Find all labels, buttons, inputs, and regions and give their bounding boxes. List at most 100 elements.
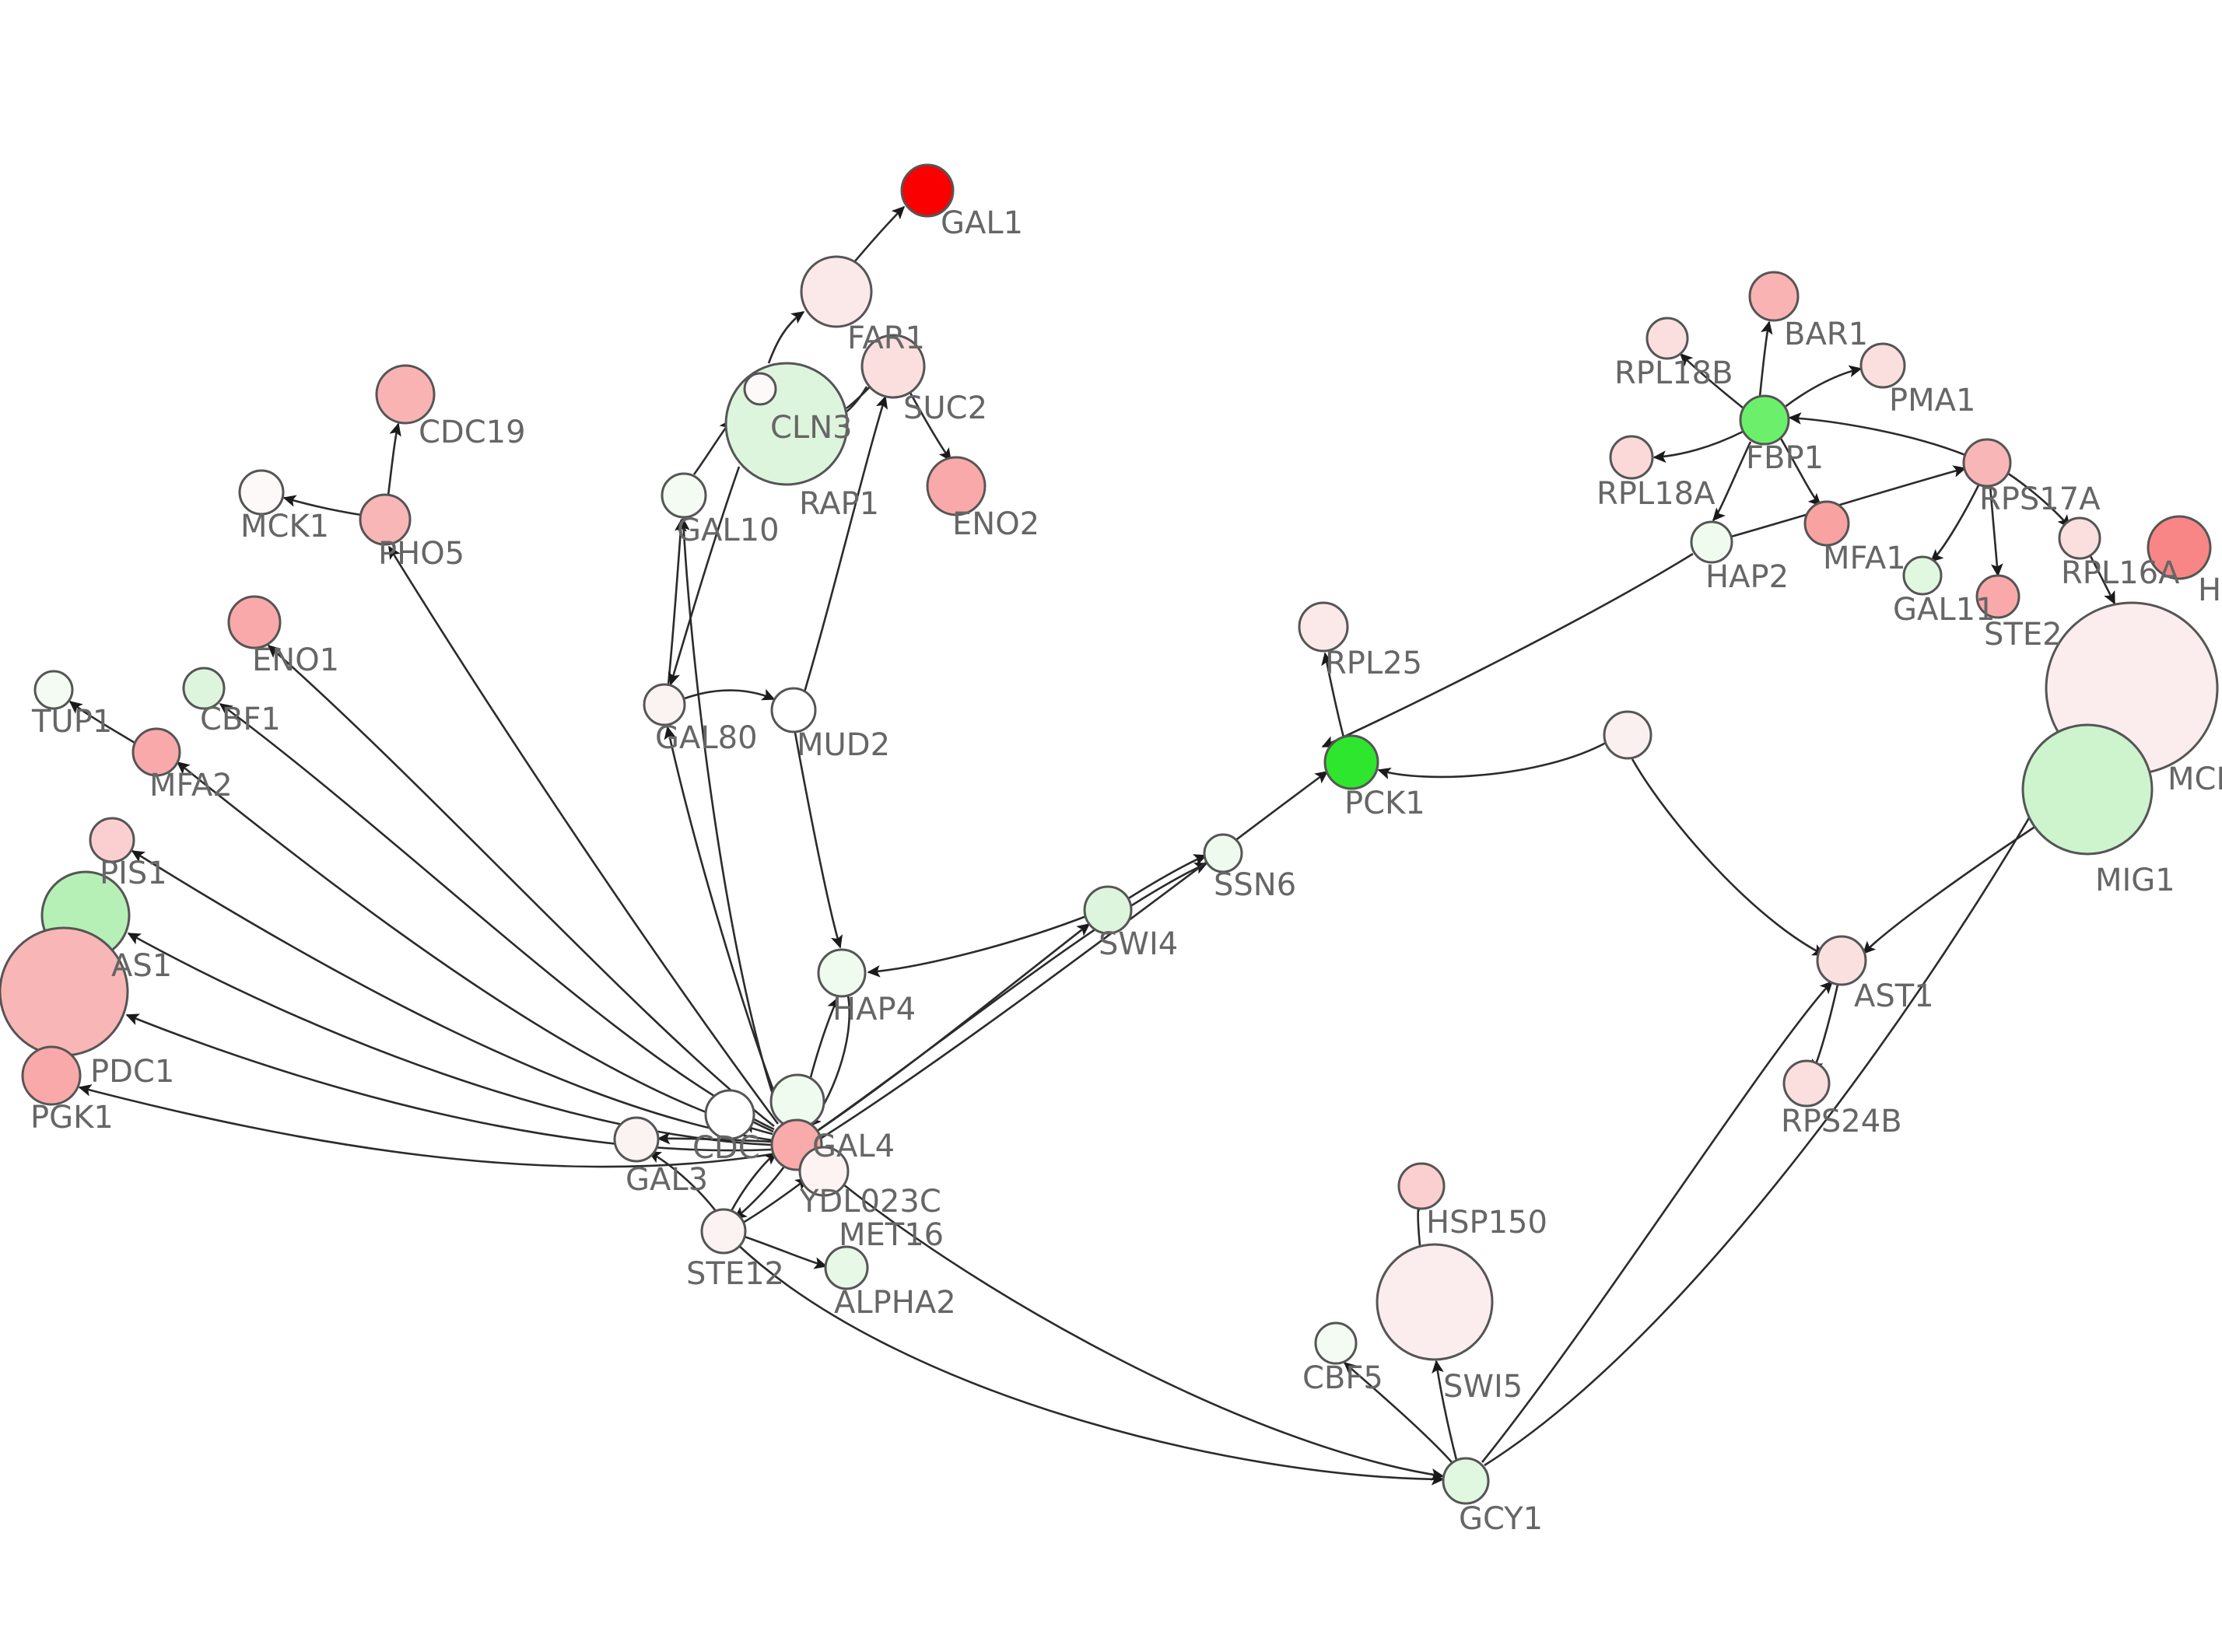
node-label-gal80: GAL80 bbox=[655, 720, 758, 756]
edge-swi4-to-ssn6 bbox=[1127, 854, 1207, 901]
node-label-rps17a: RPS17A bbox=[1979, 481, 2101, 517]
node-pho5[interactable] bbox=[359, 493, 412, 546]
node-bar1[interactable] bbox=[1748, 271, 1800, 322]
node-label-rpl18b: RPL18B bbox=[1614, 355, 1733, 391]
node-gal3[interactable] bbox=[613, 1116, 660, 1163]
node-label-mfa1: MFA1 bbox=[1823, 541, 1906, 576]
node-pdc1[interactable] bbox=[0, 926, 129, 1057]
node-gal80[interactable] bbox=[643, 683, 686, 726]
edge-swi4-to-hap4 bbox=[867, 915, 1087, 978]
edge-pck1-to-rpl25 bbox=[1321, 652, 1345, 738]
node-rpl16a[interactable] bbox=[2058, 516, 2101, 560]
edge-gal4-to-pck1 bbox=[821, 770, 1329, 1139]
node-rps24b[interactable] bbox=[1782, 1059, 1831, 1108]
edge-fbp1-to-rpl18b bbox=[1679, 352, 1744, 410]
node-his4[interactable] bbox=[2147, 515, 2212, 580]
edge-gal4-to-gcy1 bbox=[815, 1160, 1445, 1481]
edge-anon1-to-ast1 bbox=[1631, 758, 1826, 957]
node-label-mud2: MUD2 bbox=[797, 727, 890, 763]
node-tup1[interactable] bbox=[33, 670, 74, 710]
node-label-pdc1: PDC1 bbox=[90, 1054, 174, 1090]
node-alpha2[interactable] bbox=[824, 1245, 869, 1290]
edge-ste12-to-gal3 bbox=[647, 1150, 717, 1212]
node-label-cdcx: CDC bbox=[692, 1130, 760, 1166]
node-label-rpl16a: RPL16A bbox=[2061, 555, 2180, 591]
node-hap2[interactable] bbox=[1690, 520, 1733, 564]
node-pma1[interactable] bbox=[1859, 342, 1906, 389]
nodes-layer bbox=[0, 163, 2219, 1505]
node-rps17a[interactable] bbox=[1962, 438, 2012, 488]
node-mud2[interactable] bbox=[770, 687, 817, 733]
node-cdcx[interactable] bbox=[704, 1089, 755, 1140]
node-cbf5[interactable] bbox=[1314, 1321, 1358, 1365]
node-hsp150[interactable] bbox=[1397, 1162, 1446, 1210]
node-cln3_in[interactable] bbox=[743, 372, 777, 406]
edge-gal4-to-ssn6 bbox=[818, 862, 1208, 1131]
edge-fbp1-to-rpl18a bbox=[1652, 430, 1744, 463]
node-eno2[interactable] bbox=[926, 456, 987, 516]
node-anon1[interactable] bbox=[1603, 710, 1652, 760]
edge-ste12-to-alpha2 bbox=[744, 1235, 828, 1269]
node-fbp1[interactable] bbox=[1739, 394, 1790, 446]
node-pis1[interactable] bbox=[89, 817, 135, 863]
node-label-ast1: AST1 bbox=[1854, 978, 1934, 1014]
node-ydl023c[interactable] bbox=[798, 1146, 850, 1197]
node-cdc19[interactable] bbox=[375, 364, 436, 425]
node-rpl18a[interactable] bbox=[1609, 435, 1654, 480]
edge-gcy1-to-cbf5 bbox=[1343, 1362, 1453, 1463]
node-mfa1[interactable] bbox=[1803, 500, 1850, 547]
edge-rap1-to-hap4 bbox=[794, 732, 843, 949]
node-ast1[interactable] bbox=[1816, 935, 1867, 986]
edge-ste12-to-ydl023c bbox=[742, 1177, 809, 1224]
edge-gal4-to-pis1 bbox=[131, 849, 773, 1142]
node-cbf1[interactable] bbox=[182, 667, 226, 710]
node-gal10[interactable] bbox=[661, 472, 707, 519]
node-ste12[interactable] bbox=[700, 1208, 747, 1255]
node-label-gal10: GAL10 bbox=[677, 513, 780, 548]
node-label-cbf5: CBF5 bbox=[1302, 1360, 1383, 1396]
node-label-mcm1: MCM1 bbox=[2168, 761, 2222, 797]
node-swi5[interactable] bbox=[1376, 1243, 1494, 1361]
node-pck1[interactable] bbox=[1323, 734, 1379, 790]
edge-rps17a-to-fbp1 bbox=[1788, 412, 1966, 457]
edge-rap1-to-suc2 bbox=[798, 395, 888, 709]
node-mck1[interactable] bbox=[238, 469, 285, 516]
node-label-bar1: BAR1 bbox=[1784, 317, 1868, 352]
node-mfa2[interactable] bbox=[131, 727, 181, 777]
node-label-pho5: PHO5 bbox=[378, 536, 464, 572]
node-label-mfa2: MFA2 bbox=[149, 768, 233, 803]
node-label-fbp1: FBP1 bbox=[1746, 440, 1824, 476]
node-label-pck1: PCK1 bbox=[1344, 786, 1425, 821]
node-ssn6[interactable] bbox=[1203, 833, 1243, 873]
edge-fbp1-to-mfa1 bbox=[1779, 436, 1822, 507]
node-label-suc2: SUC2 bbox=[903, 390, 987, 426]
edge-rps17a-to-gal11 bbox=[1929, 485, 1980, 563]
node-label-ssn6: SSN6 bbox=[1214, 867, 1296, 903]
node-gal1[interactable] bbox=[900, 163, 955, 218]
node-ste2[interactable] bbox=[1975, 574, 2020, 619]
edge-anon1-to-pck1 bbox=[1377, 741, 1607, 780]
node-far1[interactable] bbox=[800, 255, 873, 328]
node-rpl18b[interactable] bbox=[1645, 317, 1689, 360]
node-pgk1[interactable] bbox=[21, 1045, 82, 1106]
edge-ast1-to-rps24b bbox=[1811, 984, 1839, 1073]
edge-fbp1-to-bar1 bbox=[1758, 320, 1773, 397]
node-rpl25[interactable] bbox=[1298, 601, 1349, 653]
node-label-gal1: GAL1 bbox=[941, 205, 1023, 241]
node-swi4[interactable] bbox=[1083, 885, 1133, 935]
node-eno1[interactable] bbox=[227, 595, 282, 649]
node-label-pis1: PIS1 bbox=[100, 856, 167, 891]
node-suc2[interactable] bbox=[860, 334, 926, 399]
node-label-gal11: GAL11 bbox=[1893, 592, 1996, 628]
node-label-hsp150: HSP150 bbox=[1426, 1205, 1547, 1241]
node-gal11[interactable] bbox=[1902, 555, 1943, 596]
node-gcy1[interactable] bbox=[1442, 1457, 1490, 1505]
node-hap4[interactable] bbox=[817, 948, 867, 998]
edge-swi5-to-hsp150 bbox=[1409, 1197, 1421, 1246]
node-mig1[interactable] bbox=[2021, 723, 2154, 856]
edge-mig1-to-ast1 bbox=[1862, 823, 2039, 955]
node-label-gcy1: GCY1 bbox=[1459, 1501, 1543, 1537]
node-label-tup1: TUP1 bbox=[31, 704, 112, 740]
edge-fbp1-to-hap2 bbox=[1712, 441, 1752, 522]
